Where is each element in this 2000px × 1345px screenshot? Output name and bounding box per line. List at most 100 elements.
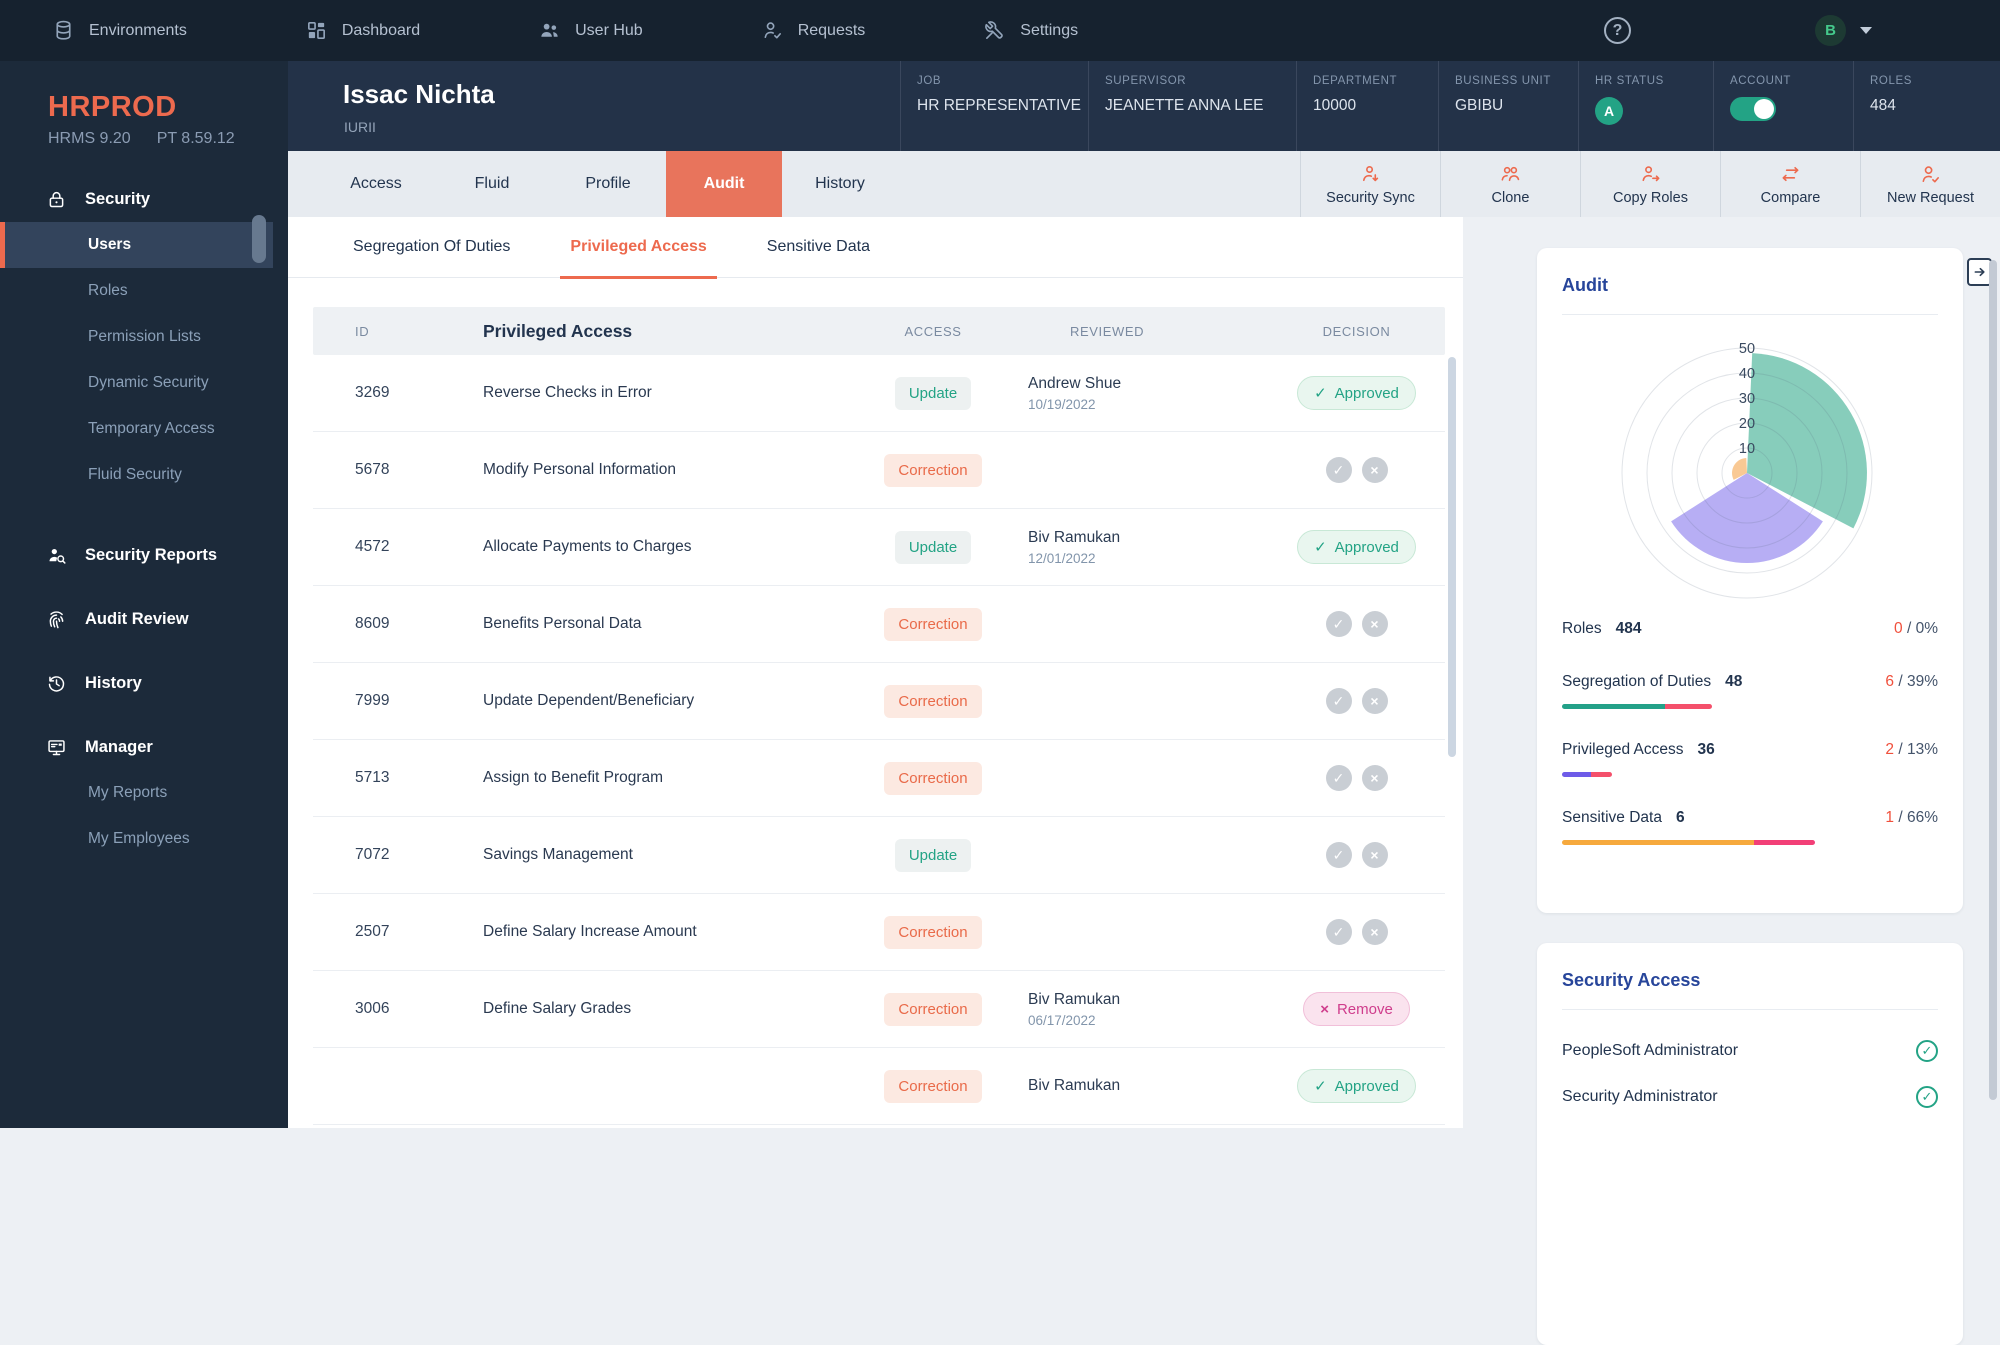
- reject-icon[interactable]: ×: [1361, 611, 1388, 637]
- topnav-item-requests[interactable]: Requests: [761, 19, 865, 42]
- approve-icon[interactable]: ✓: [1325, 457, 1352, 483]
- sidebar-item-permission-lists[interactable]: Permission Lists: [88, 328, 201, 345]
- table-row: 5678 Modify Personal Information Correctio…: [313, 432, 1445, 509]
- spacer: [1562, 709, 1938, 727]
- stat-label: Segregation of Duties: [1562, 673, 1712, 690]
- chart-sector-segregation-of-duties: [1747, 353, 1867, 529]
- chevron-down-icon[interactable]: [1860, 27, 1872, 34]
- security-sync-button[interactable]: Security Sync: [1300, 151, 1440, 217]
- row-decision-cell: ✓ Approved: [1268, 1069, 1445, 1103]
- tab-profile[interactable]: Profile: [585, 175, 631, 192]
- sub-tabs: Segregation Of Duties Privileged Access Se…: [288, 217, 1463, 279]
- sidebar-item-temporary-access[interactable]: Temporary Access: [88, 420, 215, 437]
- topnav-item-label: Environments: [89, 21, 187, 39]
- row-access-cell: Update: [838, 376, 1028, 410]
- clone-button[interactable]: Clone: [1440, 151, 1580, 217]
- granted-check-icon: ✓: [1916, 1040, 1938, 1062]
- stat-count: 36: [1697, 741, 1715, 758]
- review-date: 10/19/2022: [1028, 396, 1096, 412]
- compare-button[interactable]: Compare: [1720, 151, 1860, 217]
- bar-segment-flagged: [1754, 840, 1815, 845]
- tab-audit[interactable]: Audit: [666, 151, 782, 217]
- stat-count: 6: [1675, 809, 1685, 826]
- row-id: 2507: [355, 923, 390, 940]
- sidebar-group-audit-review[interactable]: Audit Review: [46, 596, 288, 642]
- access-badge: Correction: [884, 1069, 982, 1103]
- top-bar-right: ? B: [1604, 15, 2000, 46]
- sidebar-item-my-employees[interactable]: My Employees: [88, 830, 190, 847]
- row-name: Reverse Checks in Error: [483, 384, 652, 401]
- topnav-item-dashboard[interactable]: Dashboard: [305, 19, 420, 42]
- decision-approved-badge: ✓ Approved: [1297, 376, 1416, 410]
- help-icon[interactable]: ?: [1604, 17, 1631, 44]
- table-row: 2507 Define Salary Increase Amount Correct…: [313, 894, 1445, 971]
- sidebar-item-fluid-security[interactable]: Fluid Security: [88, 466, 182, 483]
- divider: [1562, 1009, 1938, 1010]
- page-scrollbar-thumb[interactable]: [1989, 260, 1997, 1100]
- bar-segment-flagged: [1591, 772, 1612, 777]
- review-date: 12/01/2022: [1028, 550, 1096, 566]
- reject-icon[interactable]: ×: [1361, 842, 1388, 868]
- table-scrollbar-thumb[interactable]: [1448, 357, 1456, 757]
- row-decision-cell: × Remove: [1268, 992, 1445, 1026]
- avatar[interactable]: B: [1815, 15, 1846, 46]
- sidebar-group-security-reports[interactable]: Security Reports: [46, 532, 288, 578]
- table-header: ID Privileged Access ACCESS REVIEWED DECISIO…: [313, 307, 1445, 355]
- approve-icon[interactable]: ✓: [1325, 919, 1352, 945]
- stat-label: Privileged Access: [1562, 741, 1684, 758]
- stat-label: Sensitive Data: [1562, 809, 1662, 826]
- chart-sector-sensitive-data: [1732, 458, 1747, 480]
- approve-icon[interactable]: ✓: [1325, 842, 1352, 868]
- reject-icon[interactable]: ×: [1361, 919, 1388, 945]
- sidebar-group-security[interactable]: Security: [46, 176, 288, 222]
- stat-percent: 13%: [1906, 741, 1938, 758]
- reject-icon[interactable]: ×: [1361, 688, 1388, 714]
- row-decision-cell: ✓ ×: [1268, 688, 1445, 714]
- stat-progress-bar: [1562, 704, 1712, 709]
- row-decision-cell: ✓ ×: [1268, 457, 1445, 483]
- row-reviewed-cell: Biv Ramukan 12/01/2022: [1028, 529, 1268, 566]
- sidebar-item-roles[interactable]: Roles: [88, 282, 128, 299]
- reject-icon[interactable]: ×: [1361, 765, 1388, 791]
- new-request-button[interactable]: New Request: [1860, 151, 2000, 217]
- topnav-item-user-hub[interactable]: User Hub: [538, 19, 643, 42]
- subtab-segregation-of-duties[interactable]: Segregation Of Duties: [353, 238, 511, 255]
- access-badge: Update: [894, 376, 972, 410]
- chart-tick-label: 20: [1739, 416, 1755, 432]
- sidebar-group-label: Security: [85, 189, 151, 208]
- column-decision: DECISION: [1322, 323, 1391, 339]
- copy-roles-button[interactable]: Copy Roles: [1580, 151, 1720, 217]
- field-value: JEANETTE ANNA LEE: [1105, 97, 1264, 114]
- account-toggle[interactable]: [1730, 97, 1776, 121]
- sidebar-group-history[interactable]: History: [46, 660, 288, 706]
- approve-icon[interactable]: ✓: [1325, 688, 1352, 714]
- sidebar-group-manager[interactable]: Manager: [46, 724, 288, 770]
- access-badge: Correction: [884, 915, 982, 949]
- subtab-sensitive-data[interactable]: Sensitive Data: [766, 238, 870, 255]
- sidebar-item-my-reports[interactable]: My Reports: [88, 784, 168, 801]
- tab-fluid[interactable]: Fluid: [474, 175, 510, 192]
- sidebar-item-users[interactable]: Users: [0, 222, 273, 268]
- approve-icon[interactable]: ✓: [1325, 611, 1352, 637]
- sidebar-scrollbar-thumb[interactable]: [252, 215, 266, 263]
- decision-remove-badge: × Remove: [1303, 992, 1410, 1026]
- decision-approved-badge: ✓ Approved: [1297, 1069, 1416, 1103]
- security-access-title: Security Access: [1562, 970, 1701, 990]
- row-access-cell: Correction: [838, 992, 1028, 1026]
- row-name: Savings Management: [483, 846, 633, 863]
- sidebar-group-label: Audit Review: [85, 609, 189, 628]
- topnav-item-settings[interactable]: Settings: [983, 19, 1078, 42]
- tab-access[interactable]: Access: [350, 175, 402, 192]
- sidebar-item-dynamic-security[interactable]: Dynamic Security: [88, 374, 209, 391]
- row-reviewed-cell: Andrew Shue 10/19/2022: [1028, 375, 1268, 412]
- reject-icon[interactable]: ×: [1361, 457, 1388, 483]
- access-badge: Correction: [884, 684, 982, 718]
- topnav-item-environments[interactable]: Environments: [52, 19, 187, 42]
- approve-icon[interactable]: ✓: [1325, 765, 1352, 791]
- lock-icon: [46, 189, 67, 210]
- row-id: 8609: [355, 615, 390, 632]
- history-icon: [46, 673, 67, 694]
- app-version: HRMS 9.20 PT 8.59.12: [48, 130, 288, 148]
- subtab-privileged-access[interactable]: Privileged Access: [560, 217, 718, 279]
- tab-history[interactable]: History: [815, 175, 865, 192]
